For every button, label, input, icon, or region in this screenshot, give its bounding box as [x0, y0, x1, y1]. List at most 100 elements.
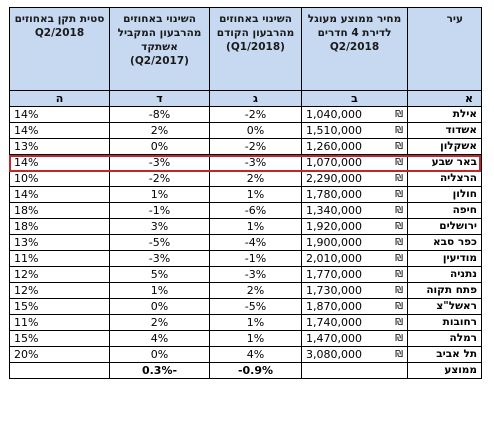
- change-q1-value: -1%: [244, 252, 267, 265]
- cell-price: ₪ 2,290,000: [301, 170, 408, 187]
- price-value: 1,510,000: [306, 124, 362, 137]
- table-row: נתניה ₪ 1,770,000 -3% 5% 12%: [9, 266, 482, 283]
- table-row: כפר סבא ₪ 1,900,000 -4% -5% 13%: [9, 234, 482, 251]
- shekel-icon: ₪: [395, 285, 403, 296]
- table-row: תל אביב ₪ 3,080,000 4% 0% 20%: [9, 346, 482, 363]
- letter-row: א ב ג ד ה: [9, 90, 482, 107]
- shekel-icon: ₪: [395, 157, 403, 168]
- cell-change-yoy: 0%: [109, 346, 210, 363]
- cell-change-yoy: -3%: [109, 250, 210, 267]
- shekel-icon: ₪: [395, 333, 403, 344]
- change-yoy-value: -5%: [148, 236, 171, 249]
- cell-change-q1: 4%: [209, 346, 302, 363]
- cell-city: כפר סבא: [407, 234, 482, 251]
- shekel-icon: ₪: [395, 173, 403, 184]
- cell-price: ₪ 1,740,000: [301, 314, 408, 331]
- cell-std: 14%: [9, 122, 110, 139]
- change-q1-value: -5%: [244, 300, 267, 313]
- cell-price: ₪ 1,070,000: [301, 154, 408, 171]
- cell-price: ₪ 1,780,000: [301, 186, 408, 203]
- shekel-icon: ₪: [395, 125, 403, 136]
- cell-city: אשדוד: [407, 122, 482, 139]
- cell-change-yoy: -1%: [109, 202, 210, 219]
- cell-price: ₪ 1,920,000: [301, 218, 408, 235]
- change-yoy-value: 1%: [150, 284, 169, 297]
- change-q1-value: -3%: [244, 268, 267, 281]
- cell-city: נתניה: [407, 266, 482, 283]
- cell-std: 20%: [9, 346, 110, 363]
- change-q1-value: -4%: [244, 236, 267, 249]
- cell-price: ₪ 1,340,000: [301, 202, 408, 219]
- cell-price: ₪ 1,770,000: [301, 266, 408, 283]
- cell-price: ₪ 1,900,000: [301, 234, 408, 251]
- price-value: 1,770,000: [306, 268, 362, 281]
- cell-price: ₪ 1,260,000: [301, 138, 408, 155]
- letter-price: ב: [301, 90, 408, 107]
- cell-city: רמלה: [407, 330, 482, 347]
- price-value: 1,340,000: [306, 204, 362, 217]
- shekel-icon: ₪: [395, 317, 403, 328]
- cell-change-yoy: -2%: [109, 170, 210, 187]
- cell-change-q1: -5%: [209, 298, 302, 315]
- cell-change-q1: -3%: [209, 266, 302, 283]
- cell-city: חיפה: [407, 202, 482, 219]
- change-q1-value: 4%: [246, 348, 265, 361]
- average-q1: -0.9%: [209, 362, 302, 379]
- price-value: 3,080,000: [306, 348, 362, 361]
- change-yoy-value: 3%: [150, 220, 169, 233]
- table-body: אילת ₪ 1,040,000 -2% -8% 14% אשדוד ₪ 1,510,000 0%…: [9, 106, 482, 363]
- table-row: רחובות ₪ 1,740,000 1% 2% 11%: [9, 314, 482, 331]
- average-price-empty: [301, 362, 408, 379]
- cell-std: 12%: [9, 282, 110, 299]
- header-city: עיר: [407, 7, 482, 91]
- header-price: מחיר ממוצע מעוגל לדירת 4 חדרים Q2/2018: [301, 7, 408, 91]
- header-change-yoy: השינוי באחוזים מהרבעון המקביל אשתקד (Q2/…: [109, 7, 210, 91]
- cell-city: ראשל"צ: [407, 298, 482, 315]
- cell-change-q1: 1%: [209, 330, 302, 347]
- header-row: עיר מחיר ממוצע מעוגל לדירת 4 חדרים Q2/20…: [9, 7, 482, 91]
- price-value: 1,040,000: [306, 108, 362, 121]
- cell-std: 18%: [9, 218, 110, 235]
- change-yoy-value: 2%: [150, 124, 169, 137]
- cell-std: 10%: [9, 170, 110, 187]
- cell-city: פתח תקוה: [407, 282, 482, 299]
- cell-change-q1: -1%: [209, 250, 302, 267]
- cell-change-q1: -4%: [209, 234, 302, 251]
- cell-std: 12%: [9, 266, 110, 283]
- change-q1-value: 1%: [246, 316, 265, 329]
- change-yoy-value: 2%: [150, 316, 169, 329]
- table-row: חיפה ₪ 1,340,000 -6% -1% 18%: [9, 202, 482, 219]
- cell-change-q1: -3%: [209, 154, 302, 171]
- header-change-q1: השינוי באחוזים מהרבעון הקודם (Q1/2018): [209, 7, 302, 91]
- table-row: הרצליה ₪ 2,290,000 2% -2% 10%: [9, 170, 482, 187]
- average-std-empty: [9, 362, 110, 379]
- shekel-icon: ₪: [395, 141, 403, 152]
- letter-city: א: [407, 90, 482, 107]
- change-q1-value: 1%: [246, 188, 265, 201]
- table-row: ראשל"צ ₪ 1,870,000 -5% 0% 15%: [9, 298, 482, 315]
- cell-change-yoy: 2%: [109, 314, 210, 331]
- price-value: 1,920,000: [306, 220, 362, 233]
- cell-change-q1: -6%: [209, 202, 302, 219]
- shekel-icon: ₪: [395, 221, 403, 232]
- cell-change-yoy: -8%: [109, 106, 210, 123]
- change-q1-value: -2%: [244, 108, 267, 121]
- shekel-icon: ₪: [395, 189, 403, 200]
- cell-std: 14%: [9, 186, 110, 203]
- price-value: 1,870,000: [306, 300, 362, 313]
- shekel-icon: ₪: [395, 237, 403, 248]
- cell-city: מודיעין: [407, 250, 482, 267]
- cell-city: אשקלון: [407, 138, 482, 155]
- change-q1-value: -6%: [244, 204, 267, 217]
- header-std: סטית תקן באחוזים Q2/2018: [9, 7, 110, 91]
- letter-std: ה: [9, 90, 110, 107]
- cell-price: ₪ 1,470,000: [301, 330, 408, 347]
- cell-city: אילת: [407, 106, 482, 123]
- cell-change-yoy: -5%: [109, 234, 210, 251]
- change-yoy-value: -1%: [148, 204, 171, 217]
- letter-change-yoy: ד: [109, 90, 210, 107]
- cell-std: 14%: [9, 106, 110, 123]
- price-value: 1,740,000: [306, 316, 362, 329]
- shekel-icon: ₪: [395, 253, 403, 264]
- cell-change-q1: 1%: [209, 314, 302, 331]
